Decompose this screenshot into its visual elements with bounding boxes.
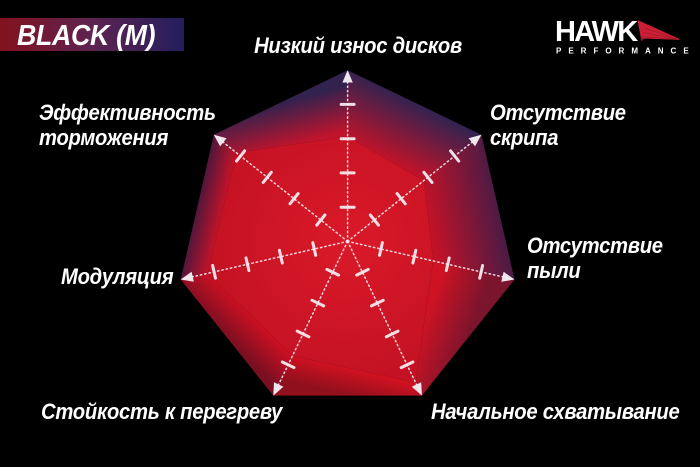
svg-text:PERFORMANCE: PERFORMANCE xyxy=(556,47,696,56)
svg-text:HAWK: HAWK xyxy=(555,16,638,48)
